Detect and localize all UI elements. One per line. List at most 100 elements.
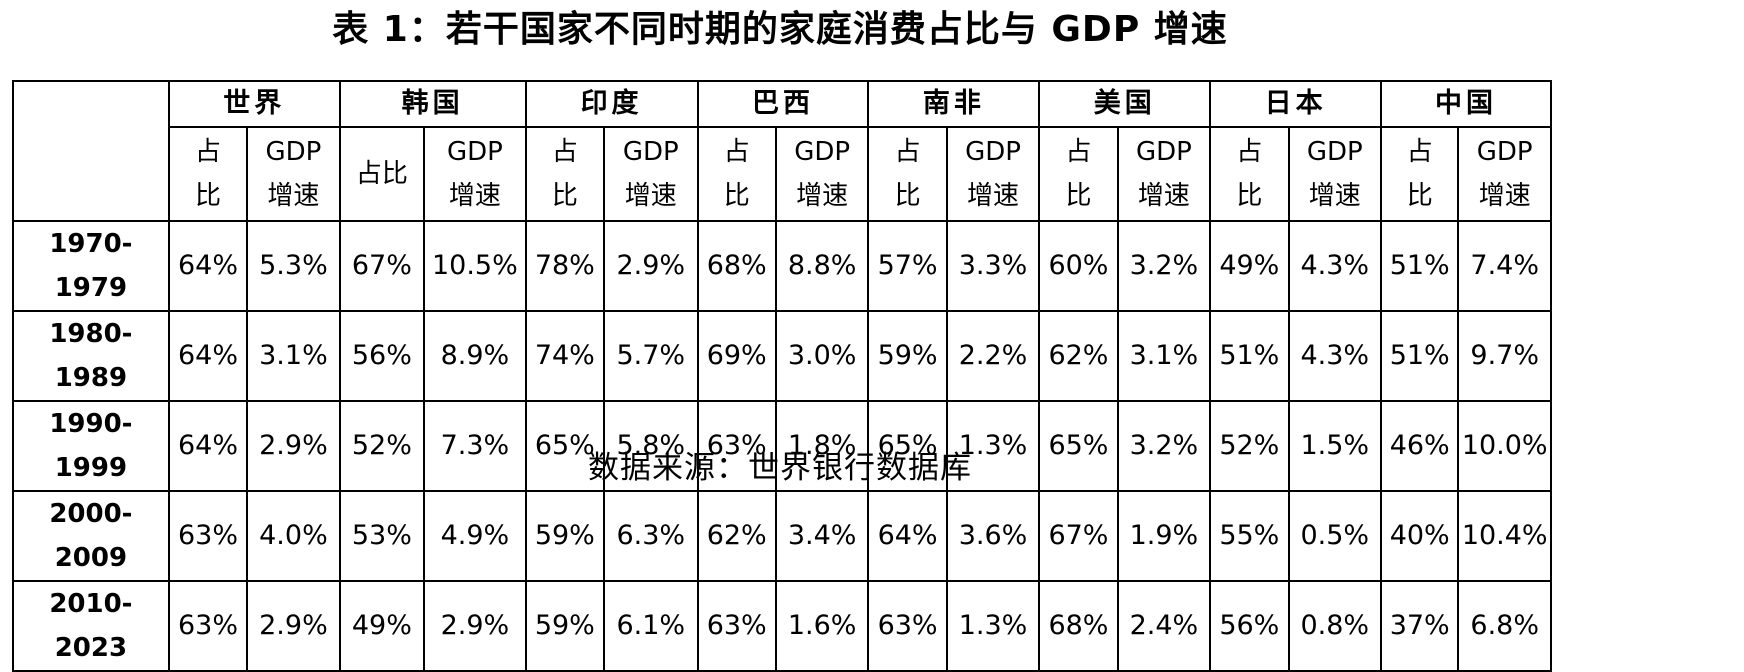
table-row: 2010-2023 63% 2.9% 49% 2.9% 59% 6.1% 63% 1.6% 63%… xyxy=(12,580,1552,672)
gdp-growth-cell: 7.4% xyxy=(1457,220,1552,312)
period-cell: 1990-1999 xyxy=(12,400,170,492)
share-cell: 64% xyxy=(867,490,948,582)
gdp-growth-cell: 1.5% xyxy=(1287,400,1383,492)
share-cell: 65% xyxy=(524,400,606,492)
gdp-growth-cell: 4.3% xyxy=(1287,220,1383,312)
period-cell: 1970-1979 xyxy=(12,220,170,312)
country-header: 印度 xyxy=(524,80,699,128)
period-cell: 2010-2023 xyxy=(12,580,170,672)
gdp-growth-header: GDP 增速 xyxy=(1457,126,1552,222)
gdp-growth-cell: 3.2% xyxy=(1116,400,1212,492)
share-cell: 52% xyxy=(1209,400,1290,492)
period-cell: 1980-1989 xyxy=(12,310,170,402)
share-header: 占比 xyxy=(867,126,948,222)
share-cell: 52% xyxy=(338,400,426,492)
share-header: 占比 xyxy=(167,126,249,222)
share-cell: 62% xyxy=(696,490,777,582)
table-row: 2000-2009 63% 4.0% 53% 4.9% 59% 6.3% 62% 3.4% 64%… xyxy=(12,490,1552,582)
gdp-growth-cell: 1.6% xyxy=(774,580,870,672)
gdp-growth-cell: 1.8% xyxy=(774,400,870,492)
share-cell: 40% xyxy=(1380,490,1460,582)
share-cell: 56% xyxy=(1209,580,1290,672)
gdp-growth-cell: 6.3% xyxy=(603,490,699,582)
country-header-row: 世界 韩国 印度 巴西 南非 美国 日本 中国 xyxy=(12,80,1552,222)
share-cell: 56% xyxy=(338,310,426,402)
share-cell: 65% xyxy=(1038,400,1119,492)
share-cell: 65% xyxy=(867,400,948,492)
data-table: 世界 韩国 印度 巴西 南非 美国 日本 中国 占比 GDP 增速 占比 GDP 增… xyxy=(12,80,1552,672)
share-cell: 68% xyxy=(1038,580,1119,672)
gdp-growth-cell: 3.1% xyxy=(246,310,341,402)
gdp-growth-cell: 4.9% xyxy=(423,490,527,582)
share-cell: 51% xyxy=(1209,310,1290,402)
share-header: 占比 xyxy=(338,126,426,222)
country-header: 巴西 xyxy=(696,80,870,128)
gdp-growth-cell: 8.9% xyxy=(423,310,527,402)
share-header: 占比 xyxy=(1380,126,1460,222)
table-row: 1970-1979 64% 5.3% 67% 10.5% 78% 2.9% 68% 8.8% 57… xyxy=(12,220,1552,312)
share-cell: 57% xyxy=(867,220,948,312)
country-header: 韩国 xyxy=(338,80,527,128)
country-header: 中国 xyxy=(1380,80,1552,128)
share-cell: 67% xyxy=(1038,490,1119,582)
table-title: 表 1：若干国家不同时期的家庭消费占比与 GDP 增速 xyxy=(332,9,1228,50)
share-header: 占比 xyxy=(1038,126,1119,222)
share-cell: 53% xyxy=(338,490,426,582)
share-cell: 51% xyxy=(1380,220,1460,312)
gdp-growth-header: GDP 增速 xyxy=(1287,126,1383,222)
country-header: 世界 xyxy=(167,80,341,128)
gdp-growth-cell: 2.4% xyxy=(1116,580,1212,672)
gdp-growth-cell: 1.9% xyxy=(1116,490,1212,582)
share-cell: 55% xyxy=(1209,490,1290,582)
share-cell: 63% xyxy=(167,490,249,582)
gdp-growth-cell: 2.9% xyxy=(246,400,341,492)
gdp-growth-header: GDP 增速 xyxy=(603,126,699,222)
share-cell: 69% xyxy=(696,310,777,402)
corner-cell xyxy=(12,80,170,222)
share-cell: 78% xyxy=(524,220,606,312)
share-cell: 59% xyxy=(524,490,606,582)
gdp-growth-cell: 3.4% xyxy=(774,490,870,582)
gdp-growth-cell: 4.3% xyxy=(1287,310,1383,402)
gdp-growth-cell: 2.9% xyxy=(246,580,341,672)
share-cell: 67% xyxy=(338,220,426,312)
share-cell: 37% xyxy=(1380,580,1460,672)
share-cell: 49% xyxy=(1209,220,1290,312)
gdp-growth-header: GDP 增速 xyxy=(1116,126,1212,222)
share-header: 占比 xyxy=(696,126,777,222)
share-cell: 68% xyxy=(696,220,777,312)
share-cell: 63% xyxy=(167,580,249,672)
gdp-growth-cell: 0.5% xyxy=(1287,490,1383,582)
share-cell: 62% xyxy=(1038,310,1119,402)
gdp-growth-cell: 10.4% xyxy=(1457,490,1552,582)
share-cell: 59% xyxy=(524,580,606,672)
period-cell: 2000-2009 xyxy=(12,490,170,582)
gdp-growth-cell: 4.0% xyxy=(246,490,341,582)
gdp-growth-cell: 10.5% xyxy=(423,220,527,312)
share-header: 占比 xyxy=(524,126,606,222)
gdp-growth-cell: 2.2% xyxy=(945,310,1041,402)
gdp-growth-cell: 9.7% xyxy=(1457,310,1552,402)
gdp-growth-cell: 3.0% xyxy=(774,310,870,402)
share-cell: 49% xyxy=(338,580,426,672)
gdp-growth-cell: 7.3% xyxy=(423,400,527,492)
share-cell: 63% xyxy=(867,580,948,672)
gdp-growth-cell: 1.3% xyxy=(945,400,1041,492)
share-header: 占比 xyxy=(1209,126,1290,222)
sub-header-row: 占比 GDP 增速 占比 GDP 增速 占比 GDP 增速 占比 GDP 增速 占比 G… xyxy=(13,126,1552,222)
table-row: 1990-1999 64% 2.9% 52% 7.3% 65% 5.8% 63% 1.8% 65%… xyxy=(12,400,1552,492)
country-header: 日本 xyxy=(1209,80,1383,128)
share-cell: 74% xyxy=(524,310,606,402)
gdp-growth-cell: 5.7% xyxy=(603,310,699,402)
share-cell: 46% xyxy=(1380,400,1460,492)
gdp-growth-cell: 5.8% xyxy=(603,400,699,492)
gdp-growth-cell: 1.3% xyxy=(945,580,1041,672)
gdp-growth-cell: 0.8% xyxy=(1287,580,1383,672)
share-cell: 63% xyxy=(696,580,777,672)
gdp-growth-header: GDP 增速 xyxy=(774,126,870,222)
gdp-growth-cell: 2.9% xyxy=(603,220,699,312)
share-cell: 60% xyxy=(1038,220,1119,312)
gdp-growth-cell: 2.9% xyxy=(423,580,527,672)
gdp-growth-header: GDP 增速 xyxy=(246,126,341,222)
gdp-growth-cell: 3.1% xyxy=(1116,310,1212,402)
